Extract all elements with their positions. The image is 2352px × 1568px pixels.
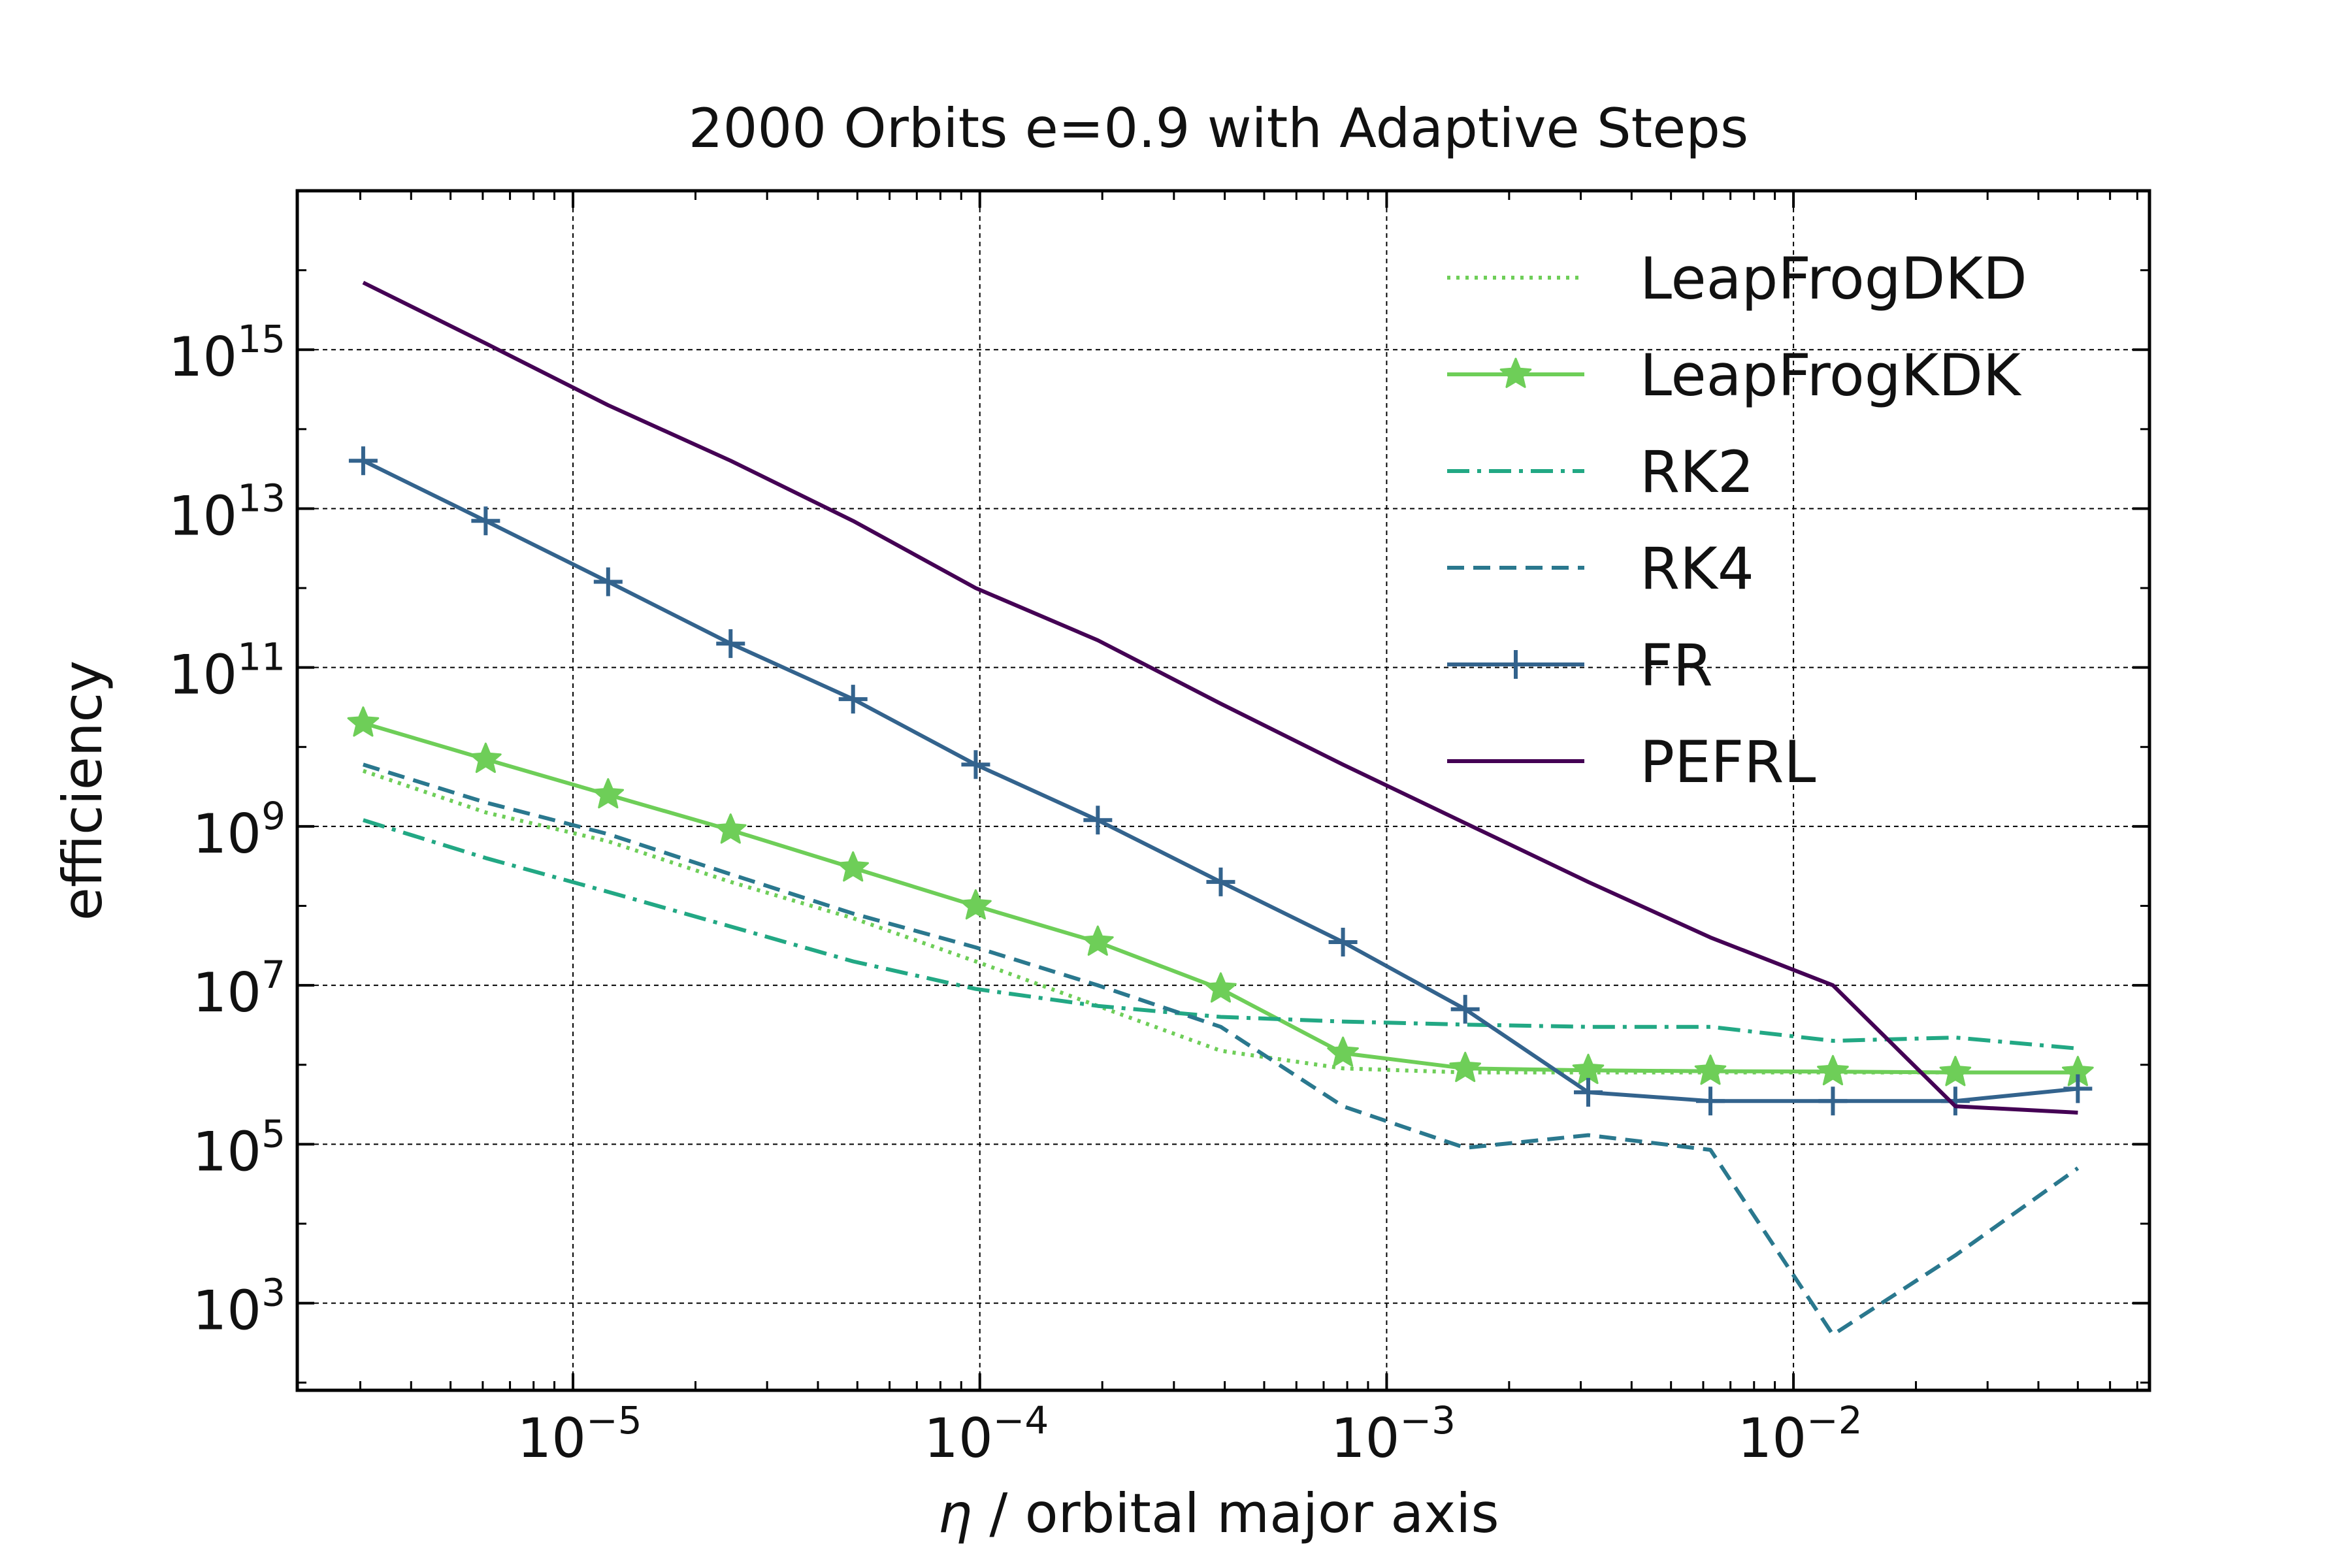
fr-plus-marker: [1940, 1086, 1970, 1116]
series-layer: [347, 280, 2094, 1337]
x-axis-label: η / orbital major axis: [938, 1482, 1499, 1545]
fr-plus-marker: [716, 629, 745, 659]
y-tick-label: 103: [192, 1271, 286, 1343]
fr-plus-marker: [838, 685, 868, 714]
legend-entry-leapfrogkdk: LeapFrogKDK: [1447, 342, 2022, 409]
leapfrogkdk-star-marker: [592, 778, 625, 809]
fr-plus-marker: [1328, 927, 1358, 956]
legend-entry-leapfrogdkd: LeapFrogDKD: [1447, 245, 2027, 312]
legend-label-fr: FR: [1640, 632, 1713, 699]
y-tick-base: 10: [192, 961, 261, 1024]
legend-entry-rk2: RK2: [1447, 438, 1754, 506]
chart-title: 2000 Orbits e=0.9 with Adaptive Steps: [689, 97, 1748, 160]
x-tick-label: 10−2: [1738, 1398, 1863, 1470]
y-tick-label: 1013: [169, 476, 286, 547]
leapfrogkdk-star-marker: [1817, 1054, 1849, 1086]
series-pefrl: [362, 280, 2078, 1115]
fr-plus-marker: [593, 567, 623, 596]
leapfrogkdk-star-marker: [960, 889, 992, 920]
fr-plus-marker: [2063, 1074, 2093, 1103]
fr-plus-marker: [348, 446, 378, 476]
x-tick-base: 10: [1738, 1407, 1807, 1470]
y-tick-label: 105: [192, 1111, 286, 1183]
x-axis-label-text: / orbital major axis: [972, 1482, 1499, 1545]
series-rk2: [363, 818, 2078, 1051]
pefrl-line: [362, 280, 2078, 1115]
x-tick-base: 10: [1331, 1407, 1400, 1470]
leapfrogkdk-star-marker: [470, 742, 502, 774]
series-rk4: [363, 762, 2080, 1337]
fr-plus-marker: [1083, 806, 1113, 835]
x-tick-label: 10−3: [1331, 1398, 1456, 1470]
rk4-line: [363, 762, 2080, 1337]
x-tick-exponent: −2: [1806, 1398, 1863, 1443]
y-tick-exponent: 11: [237, 635, 286, 679]
legend-label-pefrl: PEFRL: [1640, 728, 1816, 796]
legend-entry-rk4: RK4: [1447, 535, 1754, 602]
legend-leapfrogkdk-star-marker: [1499, 357, 1532, 388]
fr-plus-marker: [961, 750, 990, 779]
fr-plus-marker: [1818, 1086, 1848, 1116]
leapfrogkdk-star-marker: [1694, 1054, 1727, 1085]
x-tick-label: 10−4: [924, 1398, 1049, 1470]
leapfrogkdk-star-marker: [1449, 1051, 1481, 1083]
fr-plus-marker: [471, 506, 500, 536]
x-tick-exponent: −3: [1399, 1398, 1456, 1443]
y-tick-label: 109: [192, 794, 286, 866]
y-tick-base: 10: [169, 644, 238, 707]
y-tick-exponent: 5: [261, 1111, 286, 1156]
leapfrogkdk-star-marker: [714, 813, 747, 844]
y-tick-label: 107: [192, 953, 286, 1024]
leapfrogkdk-star-marker: [347, 706, 380, 737]
y-tick-base: 10: [192, 802, 261, 866]
leapfrogkdk-star-marker: [837, 851, 869, 882]
y-tick-base: 10: [192, 1120, 261, 1183]
x-tick-exponent: −5: [586, 1398, 642, 1443]
y-tick-label: 1011: [169, 635, 286, 707]
fr-plus-marker: [1573, 1077, 1603, 1107]
x-tick-base: 10: [517, 1407, 586, 1470]
leapfrogkdk-star-marker: [1327, 1036, 1359, 1067]
x-tick-exponent: −4: [993, 1398, 1049, 1443]
y-tick-base: 10: [169, 325, 238, 389]
legend: LeapFrogDKD LeapFrogKDK RK2 RK4 FR PEFRL: [1447, 245, 2027, 796]
legend-label-rk2: RK2: [1640, 438, 1754, 506]
y-axis-label: efficiency: [51, 661, 114, 921]
leapfrogkdk-star-marker: [1205, 972, 1237, 1003]
plot-frame: [295, 189, 2151, 1392]
x-tick-base: 10: [924, 1407, 993, 1470]
y-tick-base: 10: [192, 1279, 261, 1343]
y-tick-exponent: 3: [261, 1271, 286, 1315]
legend-label-rk4: RK4: [1640, 535, 1754, 602]
y-tick-exponent: 15: [237, 317, 286, 361]
y-tick-base: 10: [169, 484, 238, 547]
leapfrogkdk-star-marker: [1939, 1056, 1972, 1086]
series-leapfrogkdk: [347, 706, 2094, 1086]
fr-plus-marker: [1696, 1086, 1725, 1116]
leapfrogkdk-star-marker: [1082, 925, 1114, 956]
legend-fr-plus-marker: [1501, 650, 1530, 679]
legend-label-leapfrogdkd: LeapFrogDKD: [1640, 245, 2027, 312]
y-tick-exponent: 13: [237, 476, 286, 520]
y-tick-label: 1015: [169, 317, 286, 389]
legend-label-leapfrogkdk: LeapFrogKDK: [1640, 342, 2022, 409]
fr-plus-marker: [1450, 994, 1480, 1024]
legend-entry-pefrl: PEFRL: [1447, 728, 1816, 796]
y-tick-exponent: 9: [261, 794, 286, 838]
x-tick-label: 10−5: [517, 1398, 642, 1470]
legend-entry-fr: FR: [1447, 632, 1713, 699]
series-fr: [348, 446, 2093, 1116]
fr-plus-marker: [1206, 867, 1235, 896]
rk2-line: [363, 818, 2078, 1051]
x-axis-label-symbol: η: [938, 1482, 972, 1545]
y-tick-exponent: 7: [261, 953, 286, 997]
leapfrogkdk-star-marker: [1572, 1053, 1605, 1085]
